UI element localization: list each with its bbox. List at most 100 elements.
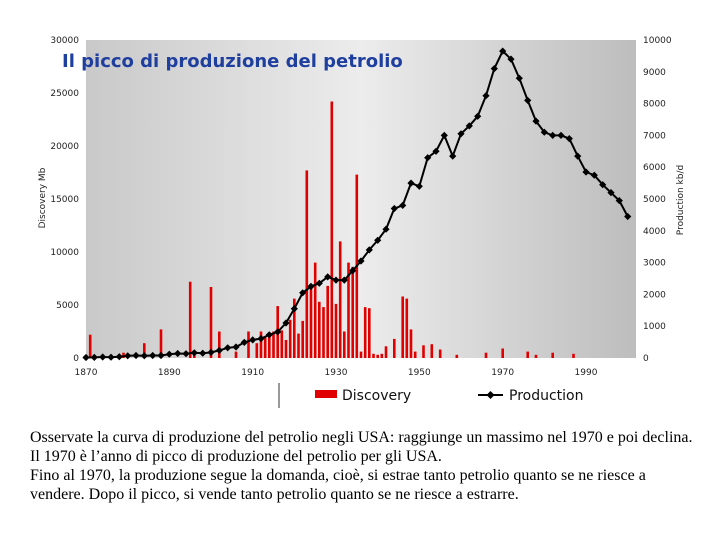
production-point [199, 349, 207, 357]
left-tick-label: 15000 [50, 195, 79, 205]
discovery-bar [347, 262, 350, 358]
discovery-bar [268, 333, 271, 358]
left-tick-label: 5000 [56, 301, 79, 311]
production-point [340, 276, 348, 284]
production-point [399, 201, 407, 209]
x-tick-label: 1870 [75, 368, 98, 378]
discovery-bar [318, 301, 321, 358]
discovery-bar [326, 285, 329, 358]
discovery-bar [413, 351, 417, 358]
discovery-bar [376, 354, 379, 358]
discovery-bar [234, 351, 238, 358]
production-point [357, 257, 365, 265]
production-point [540, 128, 548, 136]
discovery-bar [309, 289, 313, 358]
production-point [240, 338, 248, 346]
production-point [490, 65, 498, 73]
caption-paragraph-2: Fino al 1970, la produzione segue la dom… [30, 467, 646, 503]
production-point [249, 336, 257, 344]
production-point [590, 171, 598, 179]
production-point [382, 225, 390, 233]
production-point [265, 331, 273, 339]
production-point [432, 147, 440, 155]
discovery-bar [351, 266, 354, 358]
x-tick-label: 1910 [241, 368, 264, 378]
discovery-bar [188, 281, 192, 358]
discovery-bar [363, 307, 367, 358]
production-point [407, 179, 415, 187]
legend-label-production: Production [509, 388, 583, 404]
production-point [365, 246, 373, 254]
discovery-bar [255, 343, 259, 358]
discovery-bar [438, 349, 442, 358]
production-point [132, 351, 140, 360]
right-tick-label: 0 [643, 354, 649, 364]
production-point [324, 273, 332, 281]
discovery-bar [293, 298, 296, 358]
discovery-bar [259, 331, 263, 358]
x-tick-label: 1890 [158, 368, 181, 378]
production-point [449, 152, 457, 160]
legend: Discovery Production [278, 383, 583, 408]
production-point [99, 353, 107, 361]
discovery-bar [343, 331, 346, 358]
production-point [274, 328, 282, 336]
production-point [549, 131, 557, 139]
discovery-bar [218, 331, 221, 358]
production-point [332, 276, 340, 284]
left-axis-ticks: 0 5000 10000 15000 20000 25000 30000 [50, 36, 79, 364]
right-tick-label: 7000 [643, 131, 666, 141]
production-point [415, 182, 423, 190]
right-axis-ticks: 0 1000 2000 3000 4000 5000 6000 7000 8000 9000 100… [643, 36, 672, 364]
discovery-bar [330, 101, 334, 358]
right-tick-label: 10000 [643, 36, 672, 46]
production-point [224, 344, 232, 352]
right-tick-label: 4000 [643, 227, 666, 237]
discovery-bar [297, 333, 300, 358]
discovery-bar [159, 329, 163, 358]
production-point [474, 112, 482, 120]
discovery-bar [209, 287, 213, 358]
discovery-bar [380, 353, 384, 358]
production-point [165, 350, 173, 358]
production-point [624, 212, 632, 221]
discovery-bar [88, 334, 92, 358]
discovery-bar [338, 241, 342, 358]
legend-swatch-production-marker [486, 391, 495, 399]
production-point [82, 353, 90, 362]
right-tick-label: 5000 [643, 195, 666, 205]
discovery-bar [288, 319, 292, 358]
left-axis-title: Discovery Mb [38, 167, 48, 228]
right-tick-label: 6000 [643, 163, 666, 173]
discovery-bar [143, 343, 146, 358]
discovery-bar [359, 351, 363, 358]
discovery-bar [526, 351, 529, 358]
legend-label-discovery: Discovery [342, 388, 411, 404]
discovery-bar [263, 336, 267, 358]
discovery-bar [284, 340, 288, 358]
right-tick-label: 2000 [643, 290, 666, 300]
production-point [107, 353, 115, 361]
x-tick-label: 1950 [408, 368, 431, 378]
production-point [149, 351, 157, 360]
right-tick-label: 9000 [643, 68, 666, 78]
chart-title: Il picco di produzione del petrolio [62, 51, 403, 72]
left-tick-label: 20000 [50, 142, 79, 152]
production-point [390, 204, 398, 213]
x-tick-label: 1990 [575, 368, 598, 378]
production-point [282, 319, 290, 327]
production-point [190, 349, 198, 357]
production-point [124, 352, 132, 360]
x-tick-label: 1970 [491, 368, 514, 378]
production-point [182, 350, 190, 358]
production-point [499, 47, 507, 55]
discovery-bar [393, 338, 396, 358]
production-point [307, 282, 315, 291]
discovery-bar [430, 344, 434, 358]
production-point [615, 197, 623, 205]
discovery-bar [484, 352, 488, 358]
discovery-bar [313, 262, 317, 358]
production-point [140, 352, 148, 360]
right-tick-label: 3000 [643, 259, 666, 269]
production-point [290, 305, 298, 313]
